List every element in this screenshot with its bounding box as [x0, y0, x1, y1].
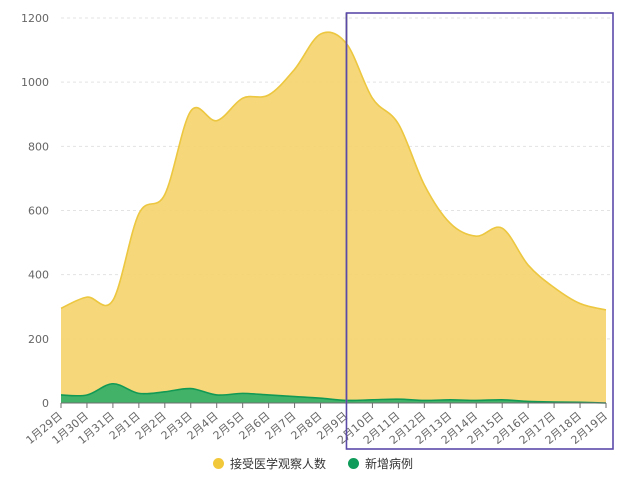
series-area-0	[61, 32, 606, 403]
y-tick-label: 600	[28, 205, 49, 218]
y-tick-label: 0	[42, 397, 49, 410]
legend-marker-observation	[212, 458, 224, 469]
y-tick-label: 200	[28, 333, 49, 346]
legend: 接受医学观察人数 新增病例	[0, 455, 626, 472]
y-tick-label: 400	[28, 269, 49, 282]
series-area-1	[61, 383, 606, 403]
y-tick-label: 1000	[21, 76, 49, 89]
series-line-1	[60, 382, 607, 404]
legend-marker-new-cases	[348, 458, 359, 469]
y-tick-label: 800	[28, 140, 49, 153]
chart-area: 0200400600800100012001月29日1月30日1月31日2月1日…	[21, 12, 614, 450]
series-line-0	[60, 31, 607, 311]
legend-item-observation[interactable]: 接受医学观察人数	[212, 455, 326, 472]
legend-label-observation: 接受医学观察人数	[229, 457, 326, 471]
legend-label-new-cases: 新增病例	[365, 457, 414, 471]
highlight-box	[345, 12, 614, 450]
legend-item-new-cases[interactable]: 新增病例	[348, 455, 413, 472]
y-tick-label: 1200	[21, 12, 49, 25]
